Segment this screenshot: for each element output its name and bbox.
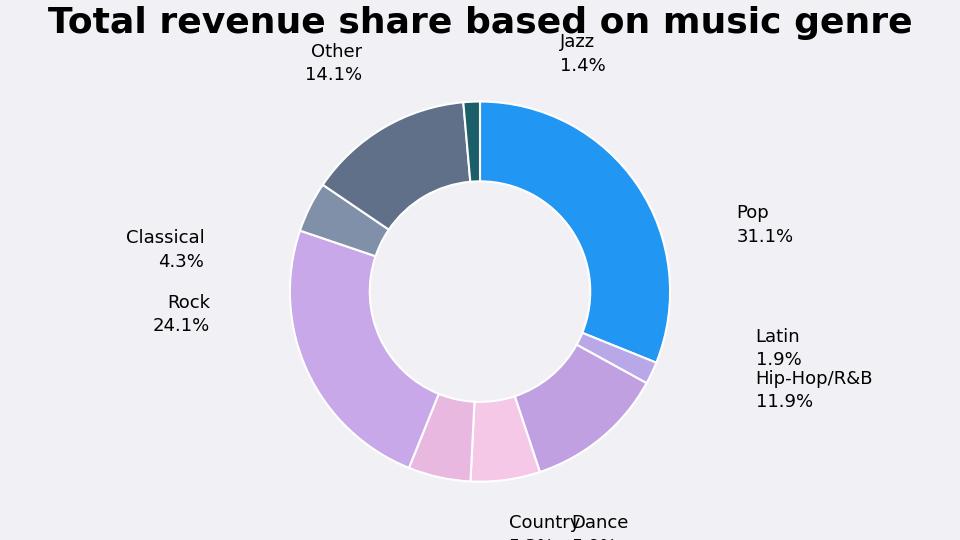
Text: Classical
4.3%: Classical 4.3%	[126, 229, 204, 271]
Text: Other
14.1%: Other 14.1%	[305, 43, 362, 84]
Wedge shape	[323, 102, 470, 230]
Text: Hip-Hop/R&B
11.9%: Hip-Hop/R&B 11.9%	[756, 370, 873, 411]
Wedge shape	[470, 396, 540, 482]
Wedge shape	[577, 333, 657, 383]
Text: Jazz
1.4%: Jazz 1.4%	[560, 33, 606, 75]
Wedge shape	[409, 394, 474, 482]
Wedge shape	[464, 102, 480, 182]
Text: Country
5.3%: Country 5.3%	[509, 514, 580, 540]
Wedge shape	[300, 185, 389, 256]
Wedge shape	[290, 231, 439, 468]
Wedge shape	[480, 102, 670, 363]
Text: Latin
1.9%: Latin 1.9%	[756, 328, 802, 369]
Text: Pop
31.1%: Pop 31.1%	[736, 204, 794, 246]
Text: Dance
5.9%: Dance 5.9%	[571, 514, 629, 540]
Text: Rock
24.1%: Rock 24.1%	[153, 294, 210, 335]
Wedge shape	[515, 345, 647, 472]
Title: Total revenue share based on music genre: Total revenue share based on music genre	[48, 6, 912, 40]
